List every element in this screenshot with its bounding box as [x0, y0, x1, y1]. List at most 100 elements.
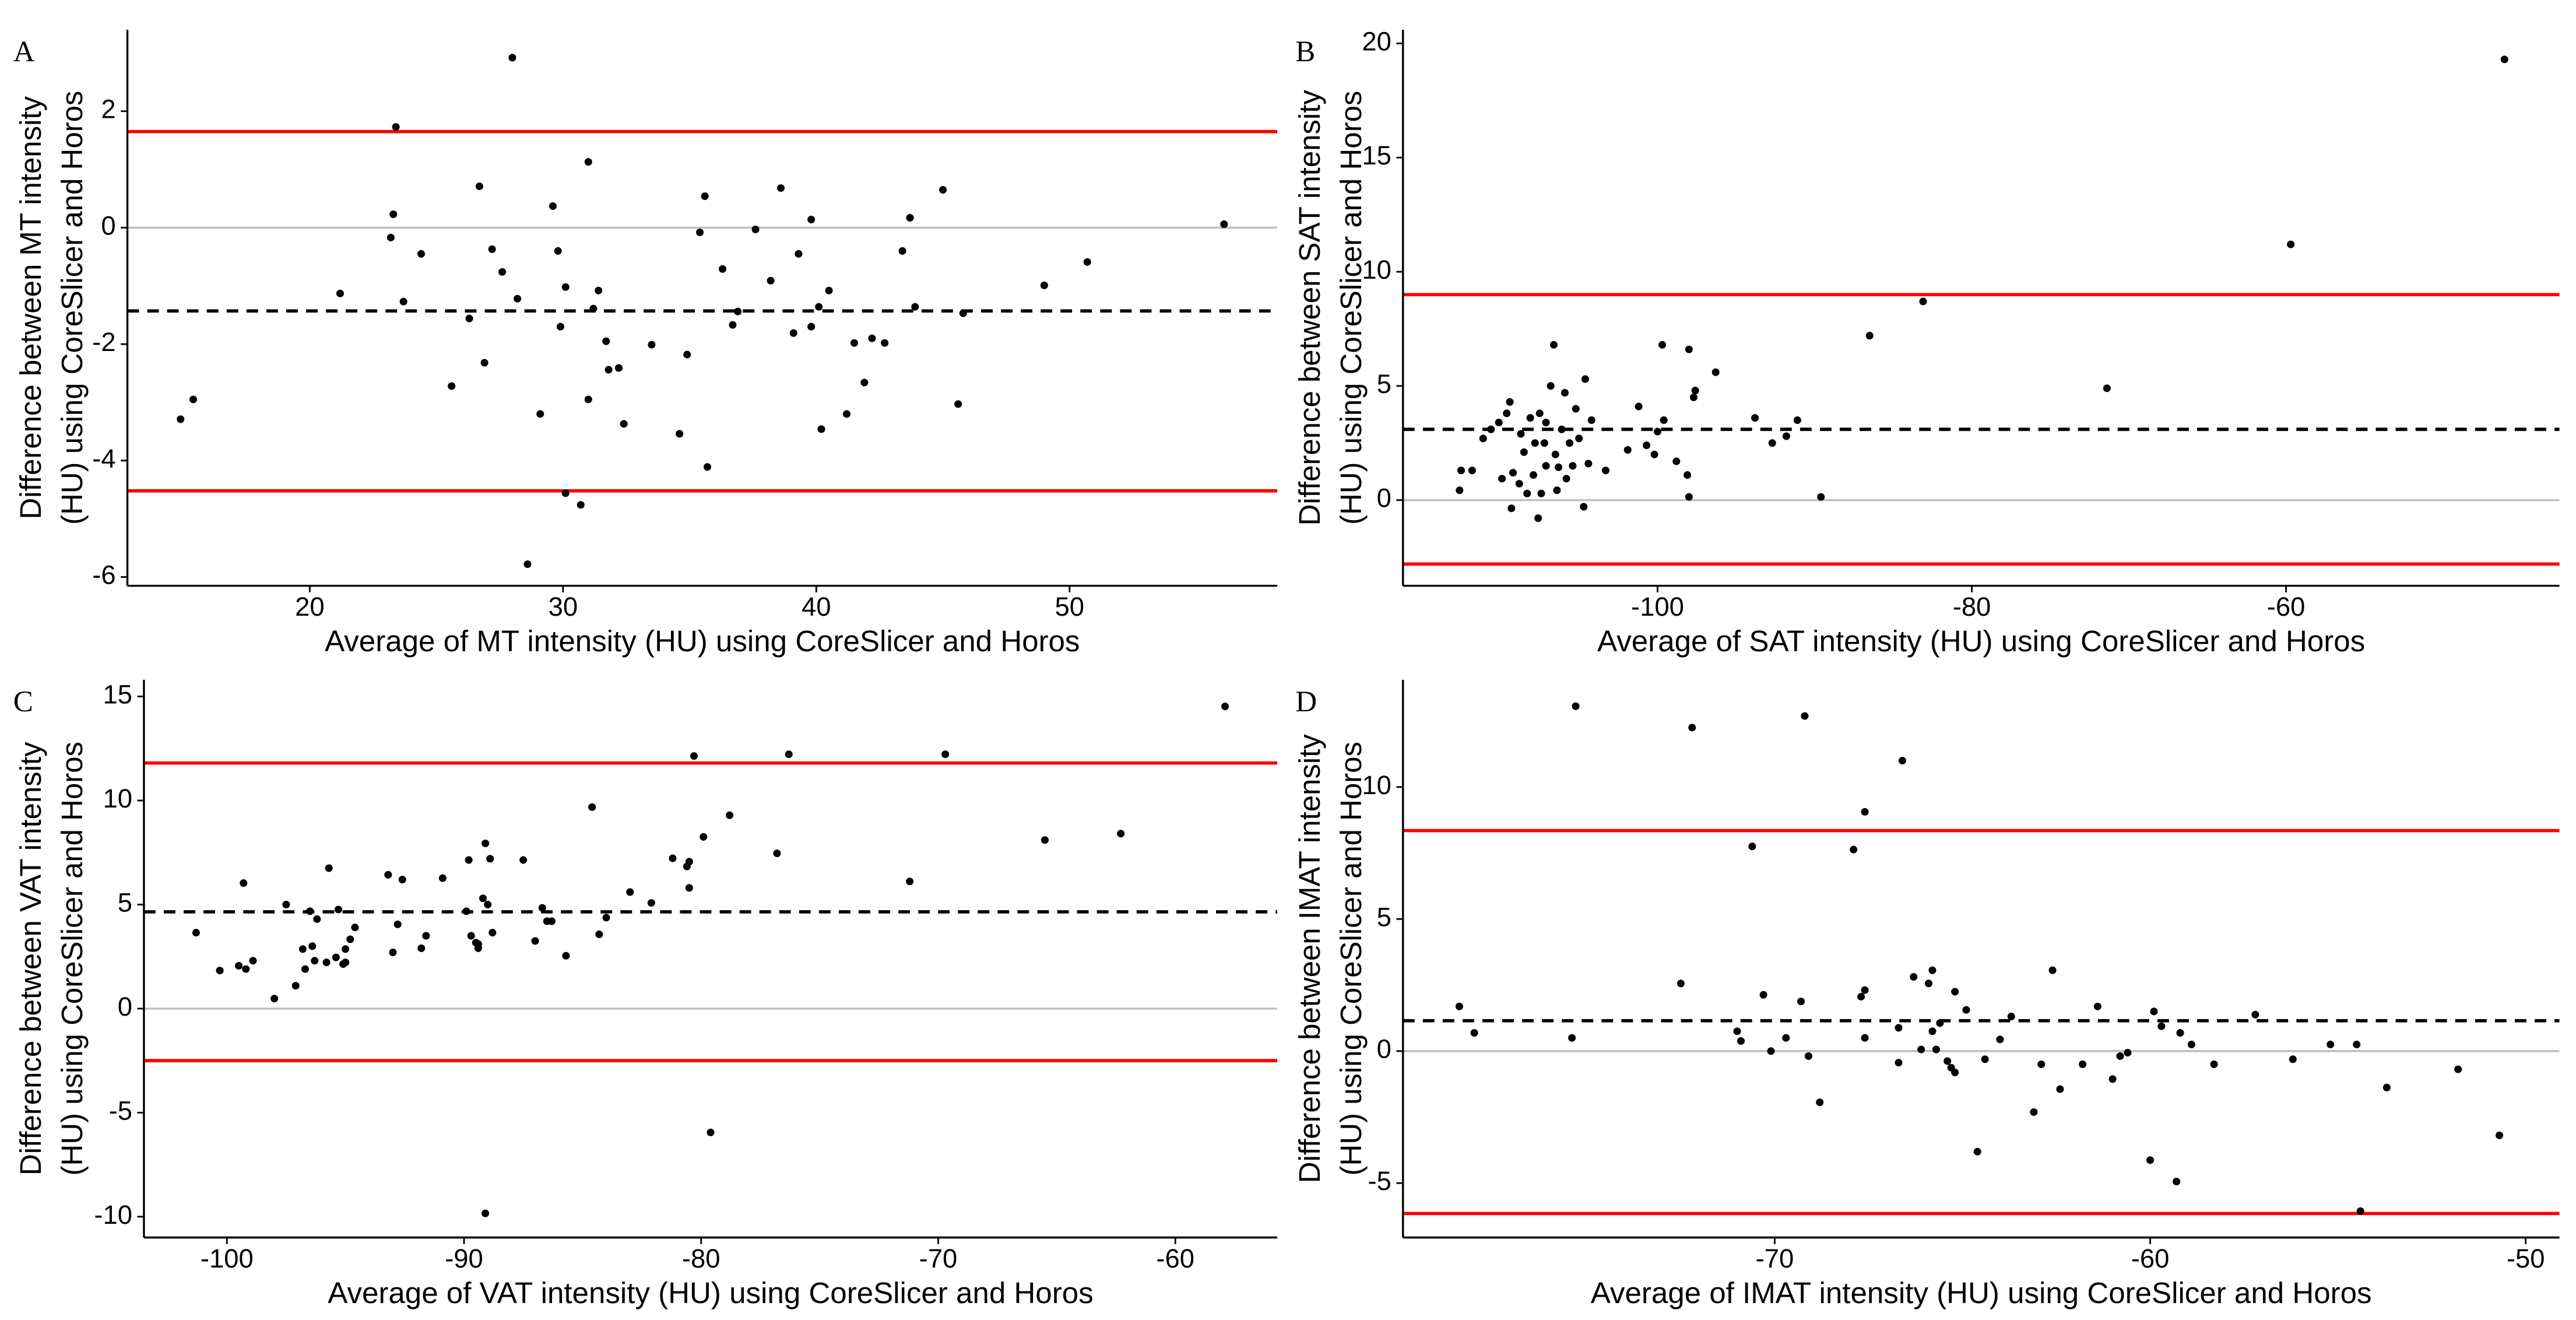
- point: [1507, 504, 1516, 512]
- point: [1658, 340, 1667, 349]
- point: [1515, 480, 1523, 488]
- point: [398, 876, 406, 884]
- point: [602, 914, 610, 922]
- y-tick-label: 5: [1377, 369, 1391, 399]
- point: [389, 949, 397, 957]
- point: [751, 225, 760, 233]
- y-tick-label: -5: [1368, 1166, 1391, 1196]
- point: [1487, 425, 1495, 433]
- point: [676, 430, 684, 438]
- y-axis-label: Difference between VAT intensity: [14, 742, 47, 1175]
- point: [776, 184, 785, 192]
- x-tick-label: -60: [2131, 1244, 2170, 1273]
- point: [2093, 1002, 2101, 1010]
- point: [1660, 416, 1668, 424]
- point: [1568, 1034, 1576, 1042]
- point: [538, 904, 546, 912]
- y-axis-label: (HU) using CoreSlicer and Horos: [1334, 742, 1368, 1175]
- point: [342, 945, 350, 953]
- point: [1561, 389, 1569, 397]
- point: [2124, 1048, 2132, 1056]
- point: [1456, 486, 1464, 494]
- point: [216, 967, 224, 975]
- point: [438, 874, 447, 882]
- point: [1584, 459, 1593, 468]
- point: [860, 378, 869, 387]
- point: [1917, 1045, 1925, 1054]
- point: [325, 864, 333, 872]
- point: [1587, 416, 1595, 424]
- x-tick-label: -90: [445, 1244, 483, 1273]
- x-axis-label: Average of IMAT intensity (HU) using Cor…: [1591, 1276, 2372, 1310]
- point: [486, 855, 494, 863]
- point: [1479, 434, 1487, 443]
- point: [1580, 503, 1588, 511]
- point: [1928, 966, 1937, 974]
- panel: 20 30 40 50 -6 -4 -2 0 2 Average of MT intensity …: [13, 29, 1278, 658]
- point: [1973, 1147, 1981, 1156]
- x-tick-label: 50: [1055, 592, 1084, 622]
- panel-label: B: [1295, 36, 1315, 68]
- point: [584, 158, 592, 166]
- x-tick-label: -60: [2267, 592, 2306, 622]
- point: [1558, 425, 1566, 433]
- point: [1672, 457, 1681, 465]
- point: [906, 877, 914, 886]
- point: [1861, 1034, 1869, 1042]
- point: [177, 415, 185, 423]
- point: [322, 959, 331, 967]
- point: [1919, 297, 1927, 306]
- point: [605, 366, 613, 374]
- y-tick-label: 20: [1362, 26, 1391, 56]
- point: [332, 953, 340, 961]
- point: [291, 982, 300, 990]
- point: [1457, 466, 1466, 475]
- point: [1691, 387, 1699, 395]
- point: [1817, 493, 1825, 501]
- point: [767, 276, 775, 285]
- point: [626, 888, 634, 896]
- point: [939, 186, 947, 194]
- point: [523, 560, 532, 568]
- point: [1535, 409, 1544, 417]
- point: [795, 250, 803, 258]
- point: [192, 929, 200, 937]
- point: [2157, 1022, 2166, 1030]
- point: [2500, 55, 2508, 64]
- point: [235, 961, 243, 970]
- y-tick-label: 10: [103, 784, 132, 813]
- point: [1677, 980, 1685, 988]
- point: [1623, 446, 1632, 454]
- point: [334, 905, 342, 914]
- point: [683, 350, 691, 359]
- point: [465, 314, 473, 322]
- point: [561, 283, 570, 291]
- point: [519, 856, 528, 864]
- point: [484, 900, 492, 908]
- point: [1569, 462, 1577, 470]
- point: [1470, 1028, 1478, 1037]
- point: [1861, 986, 1869, 994]
- point: [1816, 1098, 1824, 1107]
- point: [1924, 980, 1933, 988]
- point: [1895, 1024, 1903, 1032]
- point: [2150, 1007, 2158, 1016]
- point: [514, 294, 522, 303]
- point: [1767, 1047, 1775, 1055]
- y-axis-label: Difference between SAT intensity: [1293, 90, 1326, 526]
- point: [2251, 1010, 2259, 1019]
- point: [392, 123, 400, 131]
- point: [842, 410, 851, 418]
- x-tick-label: 20: [295, 592, 324, 622]
- point: [700, 833, 708, 841]
- point: [313, 915, 321, 923]
- point: [906, 213, 914, 222]
- point: [703, 463, 712, 471]
- point: [815, 303, 823, 311]
- point: [807, 215, 816, 224]
- point: [602, 337, 610, 345]
- point: [1041, 836, 1049, 844]
- point: [308, 942, 317, 950]
- point: [475, 182, 483, 191]
